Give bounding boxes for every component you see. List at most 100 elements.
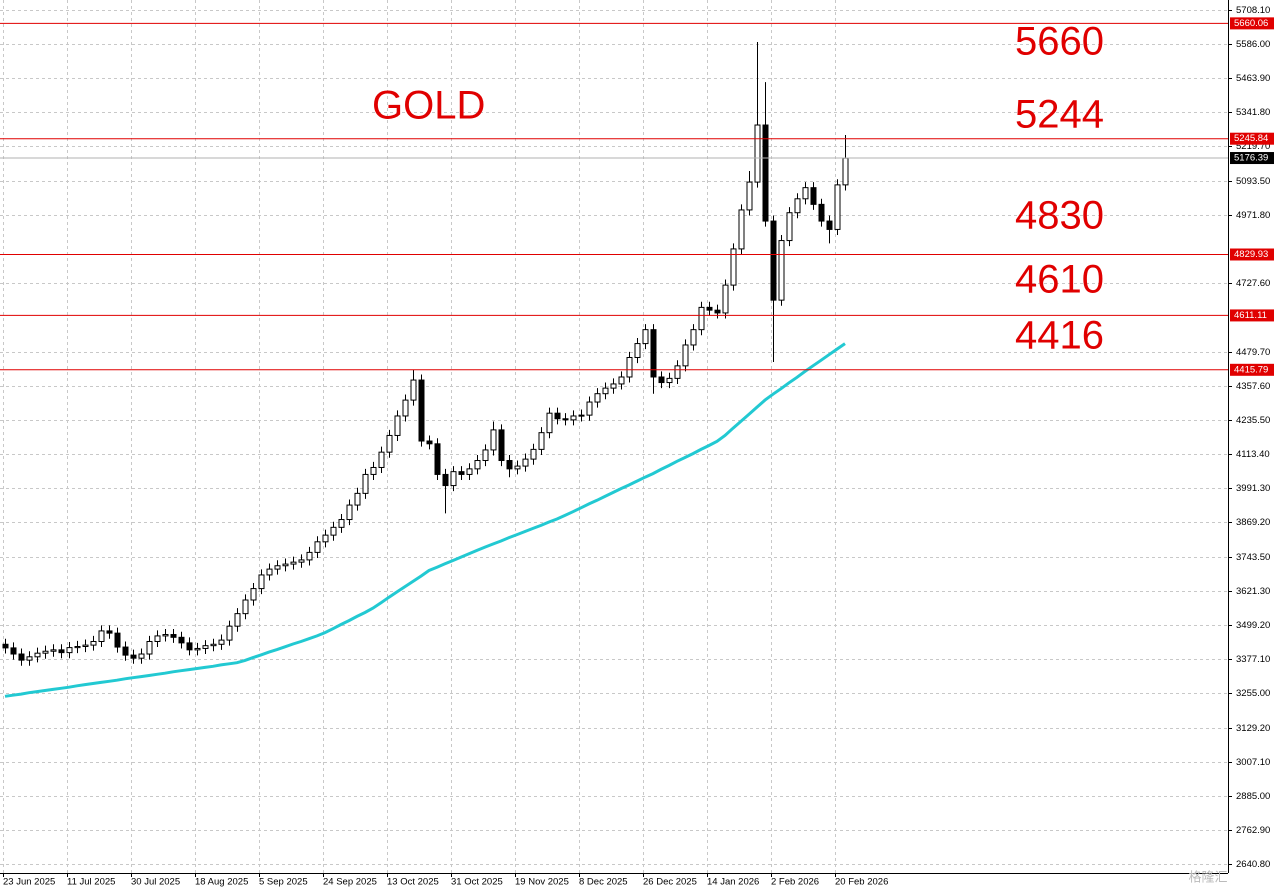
y-tick-label: 5708.10 bbox=[1236, 5, 1270, 16]
x-tick-label: 24 Sep 2025 bbox=[323, 877, 377, 888]
candle-body bbox=[114, 632, 121, 648]
candle-body bbox=[218, 639, 225, 645]
candle-body bbox=[610, 383, 617, 389]
candle-body bbox=[546, 412, 553, 434]
y-tick-label: 5341.80 bbox=[1236, 107, 1270, 118]
candle-body bbox=[186, 642, 193, 651]
candle-body bbox=[626, 356, 633, 378]
level-box bbox=[1230, 309, 1274, 322]
candle-body bbox=[562, 418, 569, 421]
candle-body bbox=[130, 654, 137, 659]
candle-body bbox=[330, 526, 337, 536]
candle-body bbox=[842, 157, 849, 186]
candle-body bbox=[818, 203, 825, 222]
last-price-label: 5176.39 bbox=[1234, 153, 1268, 164]
candle-body bbox=[194, 647, 201, 651]
candle-body bbox=[106, 630, 113, 634]
x-tick-label: 20 Feb 2026 bbox=[835, 877, 888, 888]
x-tick-label: 8 Dec 2025 bbox=[579, 877, 628, 888]
candle-body bbox=[394, 415, 401, 436]
candle-body bbox=[650, 329, 657, 378]
candle-body bbox=[378, 451, 385, 468]
candle-body bbox=[578, 414, 585, 417]
y-tick-label: 3991.30 bbox=[1236, 483, 1270, 494]
candle-body bbox=[154, 635, 161, 642]
candle-body bbox=[666, 377, 673, 384]
candle-body bbox=[658, 376, 665, 384]
candle-body bbox=[402, 399, 409, 417]
candle-body bbox=[226, 625, 233, 641]
candle-body bbox=[810, 187, 817, 205]
candle-body bbox=[482, 449, 489, 462]
candle-body bbox=[34, 652, 41, 658]
watermark: 格隆汇 bbox=[1188, 869, 1227, 884]
level-annotation: 4610 bbox=[1015, 258, 1104, 302]
candle-body bbox=[338, 519, 345, 528]
candle-body bbox=[498, 429, 505, 462]
candle-body bbox=[450, 471, 457, 487]
level-box bbox=[1230, 17, 1274, 30]
level-box bbox=[1230, 132, 1274, 145]
candle-body bbox=[490, 429, 497, 451]
y-tick-label: 4235.50 bbox=[1236, 415, 1270, 426]
level-box bbox=[1230, 248, 1274, 261]
y-tick-label: 3499.20 bbox=[1236, 620, 1270, 631]
candle-body bbox=[290, 561, 297, 565]
candle-body bbox=[634, 343, 641, 358]
y-tick-label: 3007.10 bbox=[1236, 757, 1270, 768]
candle-body bbox=[266, 568, 273, 576]
candle-body bbox=[786, 212, 793, 242]
level-label: 5660.06 bbox=[1234, 18, 1268, 29]
candle-body bbox=[58, 649, 65, 654]
level-label: 4415.79 bbox=[1234, 364, 1268, 375]
y-tick-label: 2885.00 bbox=[1236, 791, 1270, 802]
candle-body bbox=[698, 306, 705, 331]
candle-body bbox=[642, 329, 649, 345]
candle-body bbox=[682, 344, 689, 367]
candle-body bbox=[178, 636, 185, 644]
candle-body bbox=[162, 634, 169, 637]
y-tick-label: 3621.30 bbox=[1236, 586, 1270, 597]
y-tick-label: 4479.70 bbox=[1236, 347, 1270, 358]
candle-body bbox=[74, 646, 81, 649]
candle-body bbox=[370, 466, 377, 475]
candle-body bbox=[458, 471, 465, 475]
candle-body bbox=[802, 187, 809, 200]
x-tick-label: 13 Oct 2025 bbox=[387, 877, 439, 888]
x-tick-label: 30 Jul 2025 bbox=[131, 877, 180, 888]
x-tick-label: 14 Jan 2026 bbox=[707, 877, 759, 888]
level-annotation: 4416 bbox=[1015, 314, 1104, 358]
candle-body bbox=[474, 460, 481, 470]
y-tick-label: 5219.70 bbox=[1236, 141, 1270, 152]
y-tick-label: 5093.50 bbox=[1236, 176, 1270, 187]
candle-body bbox=[442, 473, 449, 487]
y-tick-label: 2762.90 bbox=[1236, 825, 1270, 836]
candle-body bbox=[738, 209, 745, 250]
candle-body bbox=[42, 650, 49, 654]
level-label: 5245.84 bbox=[1234, 133, 1268, 144]
candle-body bbox=[770, 220, 777, 301]
candle-body bbox=[346, 504, 353, 521]
candle-body bbox=[618, 376, 625, 385]
y-tick-label: 3255.00 bbox=[1236, 688, 1270, 699]
candle-body bbox=[138, 653, 145, 659]
level-box bbox=[1230, 363, 1274, 376]
candle-body bbox=[298, 559, 305, 563]
y-tick-label: 4357.60 bbox=[1236, 381, 1270, 392]
candle-body bbox=[434, 443, 441, 475]
chart-title: GOLD bbox=[372, 84, 485, 128]
candle-body bbox=[410, 379, 417, 401]
candle-body bbox=[242, 599, 249, 615]
candle-body bbox=[122, 646, 129, 656]
candle-body bbox=[50, 649, 57, 652]
candle-body bbox=[826, 220, 833, 230]
y-tick-label: 4727.60 bbox=[1236, 278, 1270, 289]
candle-body bbox=[258, 574, 265, 590]
candle-body bbox=[466, 468, 473, 475]
candle-body bbox=[314, 541, 321, 553]
y-tick-label: 2640.80 bbox=[1236, 859, 1270, 870]
candle-body bbox=[554, 412, 561, 420]
candle-body bbox=[66, 647, 73, 654]
candle-body bbox=[506, 460, 513, 470]
